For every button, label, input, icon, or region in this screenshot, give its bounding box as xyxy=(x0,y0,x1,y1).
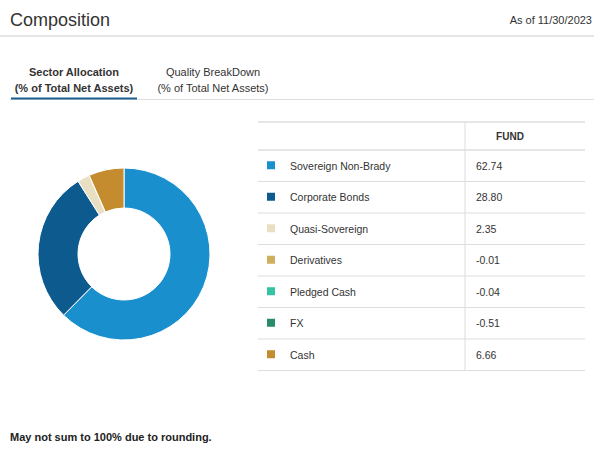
row-label: FX xyxy=(290,317,303,329)
row-value: -0.04 xyxy=(476,286,500,298)
legend-swatch xyxy=(267,193,275,201)
tab-label[interactable]: Quality BreakDown xyxy=(166,66,260,78)
table-row: Cash 6.66 xyxy=(258,349,585,371)
tab-underline xyxy=(11,98,137,100)
row-value: 6.66 xyxy=(476,349,497,361)
tab-label[interactable]: Sector Allocation xyxy=(29,66,119,78)
slice xyxy=(64,168,210,340)
subtitle: As of 11/30/2023 xyxy=(510,14,592,26)
row-value: 28.80 xyxy=(476,191,502,203)
tab[interactable]: Sector Allocation (% of Total Net Assets) xyxy=(11,66,137,99)
row-rule xyxy=(258,181,585,182)
legend-swatch xyxy=(267,287,275,295)
legend-swatch xyxy=(267,161,275,169)
chart: Composition As of 11/30/2023 Sector Alloca… xyxy=(0,0,602,450)
column-divider xyxy=(465,122,466,371)
tab-sublabel[interactable]: (% of Total Net Assets) xyxy=(157,82,268,94)
table-header: FUND xyxy=(496,131,524,142)
row-label: Corporate Bonds xyxy=(290,191,369,203)
table-row: Corporate Bonds 28.80 xyxy=(258,191,585,213)
row-value: 2.35 xyxy=(476,223,497,235)
legend-swatch xyxy=(267,224,275,232)
legend-swatch xyxy=(267,256,275,264)
tab-sublabel[interactable]: (% of Total Net Assets) xyxy=(15,82,134,94)
table-row: Sovereign Non-Brady 62.74 xyxy=(258,160,585,182)
table-row: Derivatives -0.01 xyxy=(258,254,585,276)
donut xyxy=(38,168,210,340)
row-rule xyxy=(258,307,585,308)
legend-swatch xyxy=(267,319,275,327)
row-label: Derivatives xyxy=(290,254,342,266)
row-rule xyxy=(258,213,585,214)
table-row: FX -0.51 xyxy=(258,317,585,339)
row-label: Quasi-Sovereign xyxy=(290,223,368,235)
tab-rule xyxy=(10,99,594,100)
table-border xyxy=(258,122,585,123)
row-value: 62.74 xyxy=(476,160,502,172)
row-label: Sovereign Non-Brady xyxy=(290,160,391,172)
row-value: -0.01 xyxy=(476,254,500,266)
header-rule xyxy=(0,36,594,37)
table-border xyxy=(258,150,585,151)
slice xyxy=(89,168,124,212)
row-value: -0.51 xyxy=(476,317,500,329)
table-row: Pledged Cash -0.04 xyxy=(258,286,585,308)
title: Composition xyxy=(10,10,110,30)
table-row: Quasi-Sovereign 2.35 xyxy=(258,223,585,245)
table: FUND Sovereign Non-Brady 62.74 Corporate Bo… xyxy=(258,122,585,371)
row-label: Cash xyxy=(290,349,315,361)
row-rule xyxy=(258,244,585,245)
row-rule xyxy=(258,370,585,371)
footnote: May not sum to 100% due to rounding. xyxy=(10,431,212,443)
row-label: Pledged Cash xyxy=(290,286,356,298)
row-rule xyxy=(258,276,585,277)
row-rule xyxy=(258,339,585,340)
legend-swatch xyxy=(267,350,275,358)
tab[interactable]: Quality BreakDown (% of Total Net Assets) xyxy=(157,66,268,94)
